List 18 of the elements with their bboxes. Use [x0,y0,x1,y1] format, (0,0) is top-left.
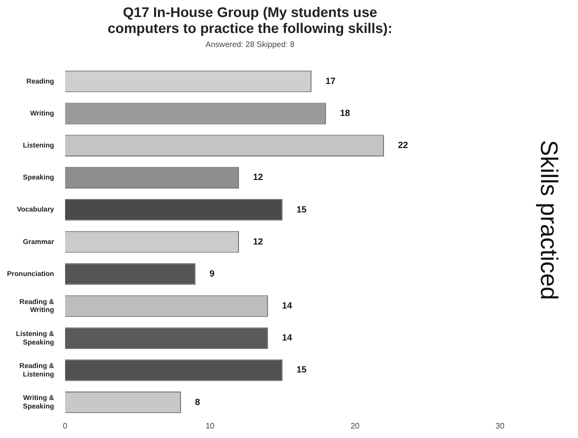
data-label: 14 [282,332,292,343]
data-label: 22 [398,140,408,150]
data-label: 8 [195,396,200,407]
data-label: 14 [282,300,292,311]
data-label: 12 [253,172,264,182]
x-tick-label: 30 [496,421,505,430]
x-tick-label: 0 [62,421,68,430]
data-label: 15 [296,364,307,375]
x-tick-label: 10 [206,421,216,430]
chart-subtitle: Answered: 28 Skipped: 8 [204,40,296,49]
x-tick-label: 20 [350,421,360,430]
data-label: 15 [296,204,307,214]
text: Skills practiced [534,140,562,300]
chart-title: Q17 In-House Group (My students use computers to practice the following skills): [106,4,394,36]
data-label: 9 [210,268,215,278]
data-label: 17 [326,76,336,86]
data-label: 18 [340,108,350,118]
data-label: 12 [253,236,264,246]
